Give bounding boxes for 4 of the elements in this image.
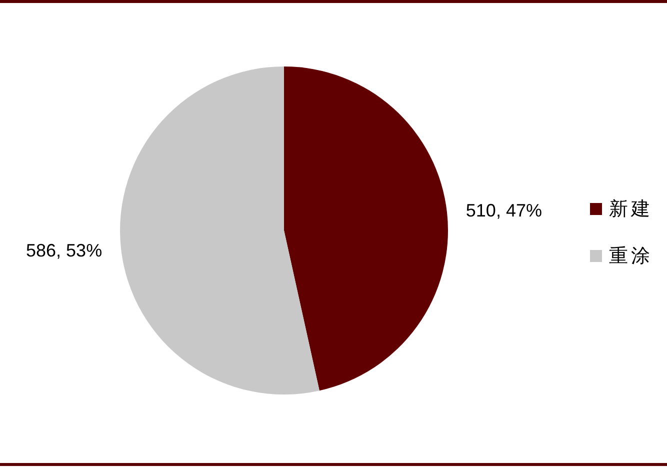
legend-label: 新建 <box>609 198 653 220</box>
data-label: 586, 53% <box>26 240 102 260</box>
legend-label: 重涂 <box>609 245 653 267</box>
data-label: 510, 47% <box>466 200 542 221</box>
